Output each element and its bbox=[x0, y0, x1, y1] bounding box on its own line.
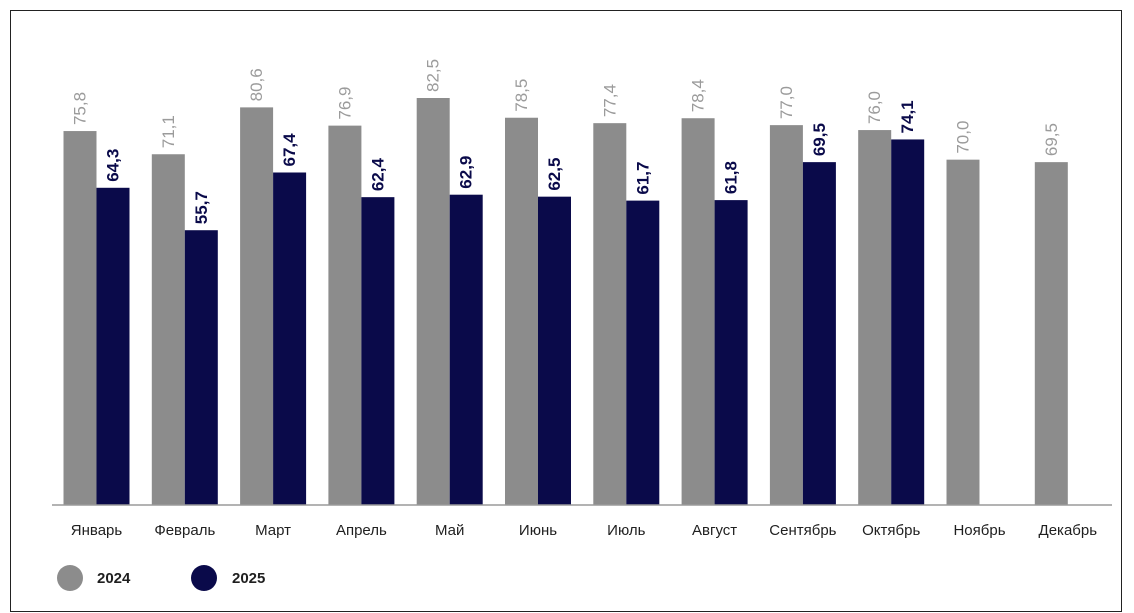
x-tick-label: Март bbox=[255, 522, 291, 539]
label-2024-6: 78,5 bbox=[512, 79, 531, 112]
label-2025-2: 55,7 bbox=[192, 191, 211, 224]
x-tick-label: Ноябрь bbox=[953, 522, 1005, 539]
label-2025-1: 64,3 bbox=[104, 149, 123, 182]
value-labels-layer: 75,8 64,3 71,1 55,7 80,6 67,4 76,9 62,4 82,5 62,9… bbox=[71, 59, 1061, 224]
bar-2024-3 bbox=[240, 107, 274, 505]
label-2024-2: 71,1 bbox=[159, 115, 178, 148]
label-2024-5: 82,5 bbox=[424, 59, 443, 92]
label-2025-3: 67,4 bbox=[280, 133, 299, 167]
x-tick-label: Июнь bbox=[519, 522, 557, 539]
bar-2025-6 bbox=[538, 196, 571, 505]
x-tick-label: Январь bbox=[71, 522, 123, 539]
legend-swatch-2025 bbox=[191, 565, 217, 591]
bar-2025-9 bbox=[802, 162, 836, 505]
label-2025-10: 74,1 bbox=[898, 100, 917, 133]
bar-2024-2 bbox=[151, 154, 185, 506]
bar-2024-1 bbox=[63, 131, 97, 505]
bar-2024-6 bbox=[505, 117, 538, 505]
bar-2025-8 bbox=[714, 200, 748, 505]
bar-2025-4 bbox=[361, 197, 395, 505]
label-2024-3: 80,6 bbox=[247, 68, 266, 101]
legend-label-2025: 2025 bbox=[232, 570, 265, 587]
x-tick-label: Октябрь bbox=[862, 522, 920, 539]
bars-layer bbox=[63, 98, 1068, 506]
label-2025-4: 62,4 bbox=[368, 158, 387, 192]
bar-2025-2 bbox=[184, 230, 218, 506]
bar-2025-10 bbox=[891, 139, 925, 505]
x-tick-label: Сентябрь bbox=[769, 522, 836, 539]
x-tick-label: Февраль bbox=[154, 522, 215, 539]
legend-label-2024: 2024 bbox=[97, 570, 131, 587]
x-tick-label: Декабрь bbox=[1039, 522, 1098, 539]
x-tick-label: Июль bbox=[607, 522, 645, 539]
label-2025-5: 62,9 bbox=[457, 156, 476, 189]
x-tick-label: Август bbox=[692, 522, 737, 539]
x-tick-labels: Январь Февраль Март Апрель Май Июнь Июль Август… bbox=[71, 522, 1097, 539]
label-2025-7: 61,7 bbox=[633, 162, 652, 195]
label-2024-4: 76,9 bbox=[335, 87, 354, 120]
label-2024-1: 75,8 bbox=[71, 92, 90, 125]
bar-2025-7 bbox=[626, 200, 660, 505]
label-2024-9: 77,0 bbox=[777, 86, 796, 119]
label-2025-6: 62,5 bbox=[545, 158, 564, 191]
x-tick-label: Апрель bbox=[336, 522, 387, 539]
bar-2025-1 bbox=[96, 187, 130, 505]
bar-2025-3 bbox=[273, 172, 307, 505]
bar-2025-5 bbox=[449, 194, 483, 505]
bar-2024-5 bbox=[416, 98, 450, 505]
bar-2024-10 bbox=[858, 130, 892, 506]
legend: 2024 2025 bbox=[57, 565, 265, 591]
bar-2024-12 bbox=[1034, 162, 1068, 505]
bar-2024-8 bbox=[681, 118, 715, 505]
label-2024-7: 77,4 bbox=[600, 84, 619, 117]
label-2025-9: 69,5 bbox=[810, 123, 829, 156]
bar-2024-11 bbox=[946, 159, 980, 505]
bar-2024-4 bbox=[328, 125, 362, 506]
x-tick-label: Май bbox=[435, 522, 464, 539]
label-2024-12: 69,5 bbox=[1042, 123, 1061, 156]
legend-swatch-2024 bbox=[57, 565, 83, 591]
bar-2024-7 bbox=[593, 123, 627, 505]
label-2024-11: 70,0 bbox=[954, 121, 973, 154]
label-2025-8: 61,8 bbox=[722, 161, 741, 194]
label-2024-8: 78,4 bbox=[689, 79, 708, 112]
label-2024-10: 76,0 bbox=[865, 91, 884, 124]
bar-2024-9 bbox=[769, 125, 803, 505]
